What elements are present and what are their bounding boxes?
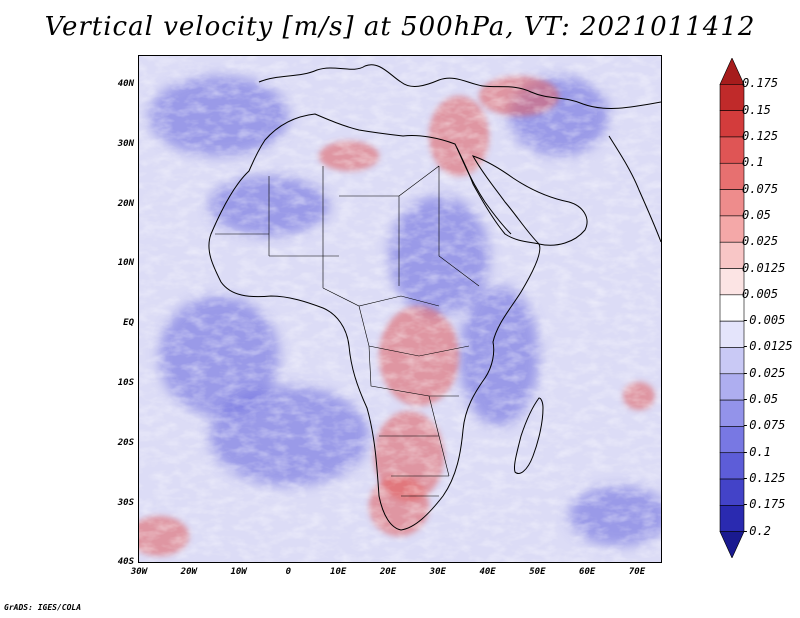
- colorbar-label: -0.1: [742, 444, 771, 459]
- latitude-label: 20S: [117, 437, 134, 448]
- colorbar-label: 0.025: [742, 234, 779, 249]
- coastline-borders: [208, 64, 661, 531]
- colorbar-swatch: [719, 215, 745, 243]
- latitude-label: 30S: [117, 497, 134, 508]
- colorbar-label: -0.2: [742, 523, 771, 538]
- colorbar-swatch: [719, 136, 745, 164]
- latitude-label: 10S: [117, 378, 134, 388]
- longitude-label: 20E: [379, 567, 397, 577]
- madagascar-coastline: [514, 397, 544, 474]
- colorbar-swatch: [719, 268, 745, 296]
- latitude-label: 40N: [117, 79, 134, 89]
- colorbar-label: 0.175: [742, 76, 779, 91]
- longitude-label: 70E: [628, 567, 646, 577]
- colorbar-swatch: [719, 189, 745, 217]
- latitude-label: EQ: [123, 318, 134, 329]
- colorbar-swatch: [719, 110, 745, 138]
- longitude-label: 10W: [230, 567, 247, 577]
- europe-coastline: [258, 64, 661, 109]
- colorbar-label: -0.05: [742, 392, 779, 407]
- longitude-label: 50E: [529, 567, 546, 577]
- field-streaks: [139, 56, 661, 562]
- colorbar-swatch: [719, 505, 745, 532]
- longitude-label: 30E: [429, 567, 446, 577]
- colorbar-top-arrow: [719, 58, 745, 85]
- latitude-label: 20N: [117, 198, 134, 209]
- red-sea-coastline: [456, 147, 512, 235]
- colorbar-swatch: [719, 347, 745, 375]
- india-coastline: [608, 135, 661, 243]
- colorbar-bottom-arrow: [719, 531, 745, 558]
- latitude-label: 40S: [117, 557, 134, 568]
- africa-coastline: [208, 113, 541, 531]
- colorbar-swatch: [719, 241, 745, 269]
- colorbar-swatch: [719, 399, 745, 427]
- colorbar: [719, 58, 745, 558]
- colorbar-label: 0.0125: [742, 260, 786, 275]
- colorbar-label: 0.125: [742, 128, 779, 143]
- colorbar-label: 0.075: [742, 181, 779, 196]
- colorbar-swatch: [719, 373, 745, 401]
- longitude-label: 0: [285, 567, 292, 577]
- longitude-label: 40E: [479, 567, 496, 577]
- colorbar-swatch: [719, 478, 745, 506]
- colorbar-label: -0.125: [742, 471, 786, 486]
- latitude-label: 30N: [117, 138, 134, 149]
- chart-title: Vertical velocity [m/s] at 500hPa, VT: 2…: [44, 12, 756, 42]
- colorbar-label: -0.025: [742, 365, 786, 380]
- velocity-field-map: [139, 56, 661, 562]
- colorbar-swatch: [719, 162, 745, 190]
- longitude-label: 10E: [330, 567, 347, 577]
- longitude-label: 30W: [130, 567, 148, 577]
- longitude-label: 20W: [180, 567, 197, 577]
- colorbar-swatch: [719, 320, 745, 348]
- arabia-coastline: [471, 155, 588, 246]
- latitude-label: 10N: [117, 258, 134, 269]
- colorbar-label: -0.075: [742, 418, 786, 433]
- colorbar-label: 0.15: [742, 102, 771, 117]
- colorbar-swatch: [719, 452, 745, 480]
- colorbar-label: 0.05: [742, 207, 771, 222]
- colorbar-swatch: [719, 294, 745, 322]
- colorbar-label: -0.175: [742, 497, 786, 512]
- colorbar-swatch: [719, 84, 745, 111]
- colorbar-label: 0.005: [742, 286, 779, 301]
- colorbar-label: 0.1: [742, 155, 764, 170]
- map-panel[interactable]: [138, 55, 662, 563]
- colorbar-label: -0.005: [742, 313, 786, 328]
- country-borders: [215, 165, 480, 497]
- colorbar-label: -0.0125: [742, 339, 793, 354]
- colorbar-swatch: [719, 426, 745, 454]
- longitude-label: 60E: [579, 567, 596, 577]
- credit-text: GrADS: IGES/COLA: [4, 603, 82, 612]
